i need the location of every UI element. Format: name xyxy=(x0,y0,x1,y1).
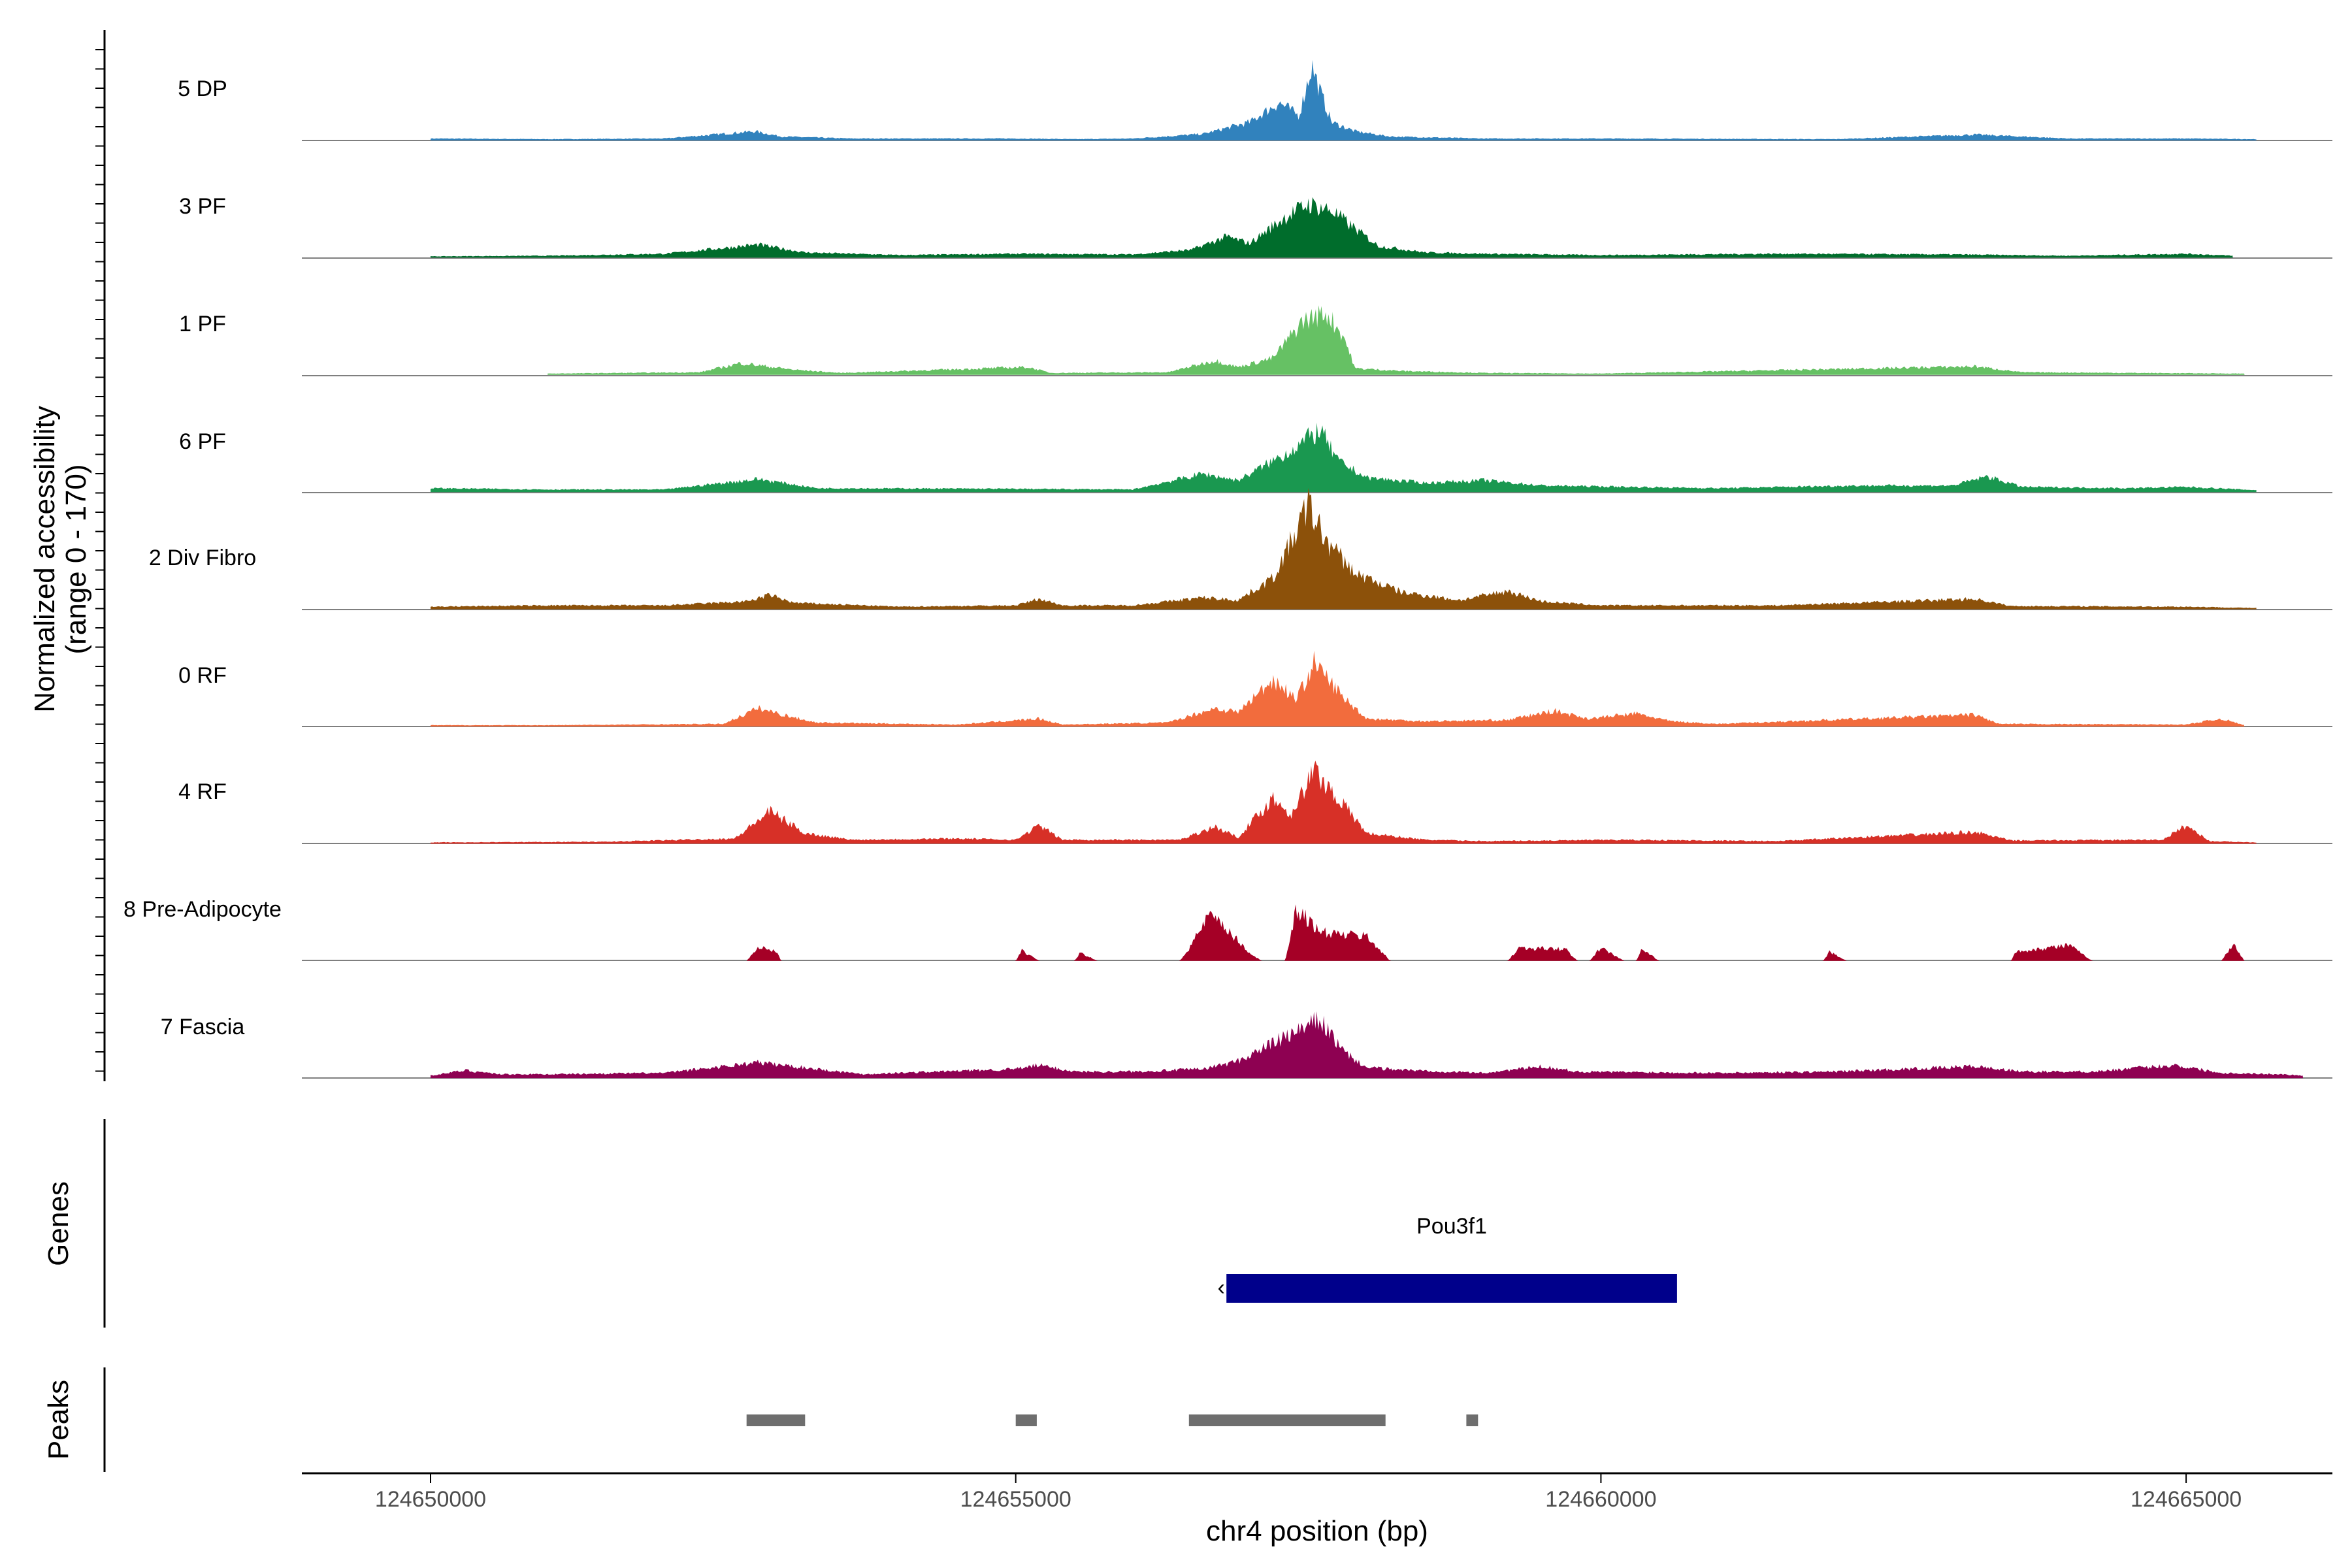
track-label: 4 RF xyxy=(178,779,227,804)
track-label: 0 RF xyxy=(178,663,227,688)
track-2: 1 PF xyxy=(179,305,2332,376)
track-area xyxy=(431,197,2233,258)
track-label: 1 PF xyxy=(179,312,226,336)
y-axis-title-line1: Normalized accessibility xyxy=(29,406,61,712)
track-area xyxy=(431,423,2257,493)
genes-panel-label: Genes xyxy=(42,1181,74,1266)
peak-region xyxy=(1015,1414,1037,1426)
track-area xyxy=(547,305,2245,375)
track-3: 6 PF xyxy=(179,423,2332,493)
track-area xyxy=(431,488,2257,610)
track-area xyxy=(431,59,2257,140)
track-label: 2 Div Fibro xyxy=(149,546,256,570)
peak-region xyxy=(746,1414,806,1426)
track-label: 5 DP xyxy=(178,76,227,101)
peak-region xyxy=(1466,1414,1478,1426)
track-label: 6 PF xyxy=(179,429,226,454)
track-label: 8 Pre-Adipocyte xyxy=(123,897,282,922)
track-5: 0 RF xyxy=(178,651,2332,727)
track-7: 8 Pre-Adipocyte xyxy=(123,897,2332,961)
track-area xyxy=(431,760,2257,844)
track-label: 7 Fascia xyxy=(161,1015,245,1039)
peak-track xyxy=(746,1414,1478,1426)
x-axis-title: chr4 position (bp) xyxy=(1206,1515,1428,1547)
track-8: 7 Fascia xyxy=(161,1011,2332,1079)
track-label: 3 PF xyxy=(179,194,226,219)
gene-track: Pou3f1 ‹ xyxy=(1218,1214,1677,1303)
gene-label: Pou3f1 xyxy=(1416,1214,1487,1239)
track-6: 4 RF xyxy=(178,760,2332,844)
track-0: 5 DP xyxy=(178,59,2332,141)
peak-region xyxy=(1188,1414,1386,1426)
x-tick-label: 124660000 xyxy=(1545,1487,1656,1512)
x-tick-label: 124650000 xyxy=(375,1487,486,1512)
track-area xyxy=(746,904,2245,961)
track-4: 2 Div Fibro xyxy=(149,488,2332,610)
track-area xyxy=(431,1011,2304,1079)
gene-body xyxy=(1226,1274,1677,1303)
track-1: 3 PF xyxy=(179,194,2332,259)
strand-arrow-icon: ‹ xyxy=(1218,1275,1225,1300)
peaks-panel-label: Peaks xyxy=(42,1380,74,1460)
x-tick-label: 124655000 xyxy=(960,1487,1071,1512)
track-area xyxy=(431,651,2245,727)
x-tick-label: 124665000 xyxy=(2131,1487,2242,1512)
y-axis-title-line2: (range 0 - 170) xyxy=(60,464,92,654)
x-axis-ticks: 124650000 124655000 124660000 124665000 xyxy=(375,1473,2242,1512)
coverage-y-ticks xyxy=(95,49,105,1072)
